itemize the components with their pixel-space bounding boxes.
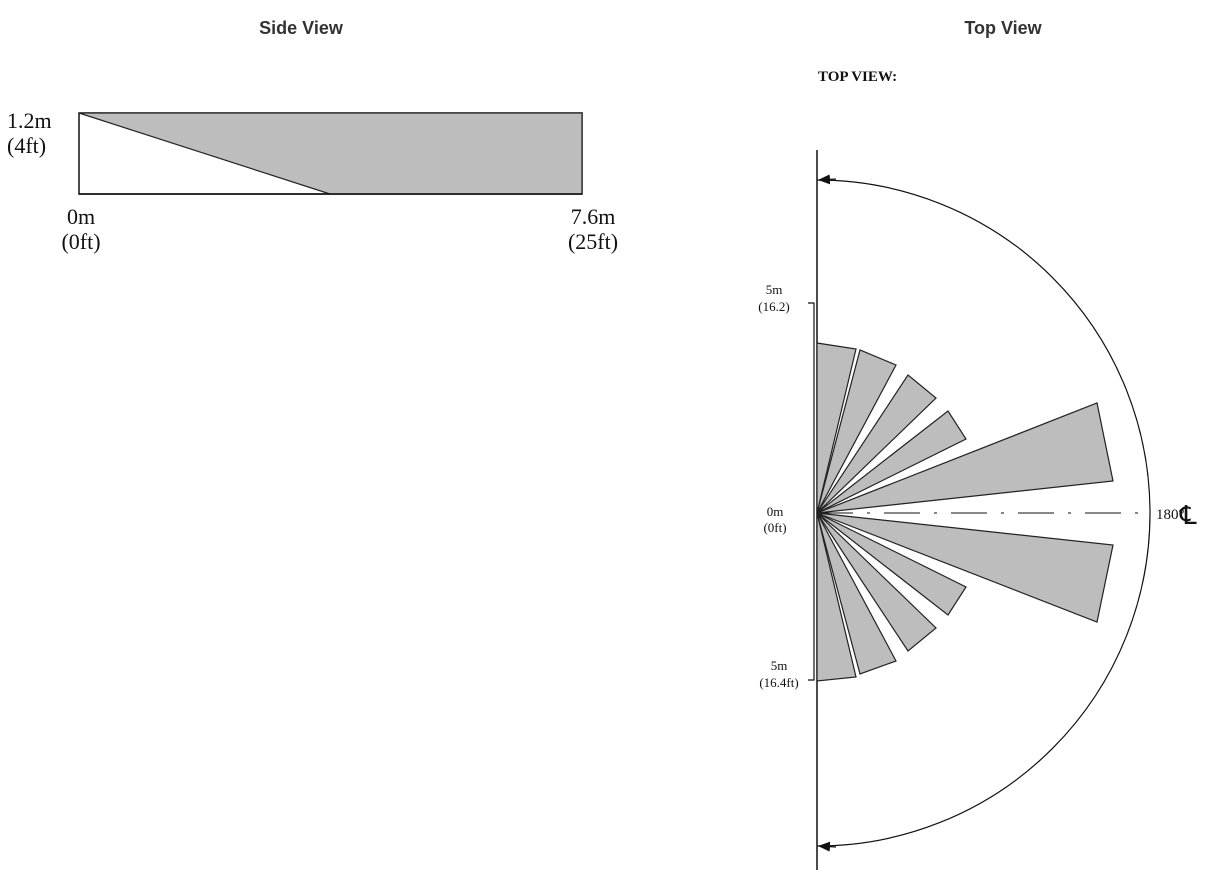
side-view-height-label: 1.2m xyxy=(7,108,52,133)
top-view-range-bracket xyxy=(808,302,815,681)
top-view-lower-range-label-ft: (16.4ft) xyxy=(759,675,798,690)
side-view-start-label: 0m xyxy=(67,204,95,229)
top-view-zone xyxy=(816,512,967,616)
top-view-zone xyxy=(816,512,1114,623)
top-view-diagram xyxy=(808,150,1151,870)
top-view-caption: TOP VIEW: xyxy=(818,69,897,85)
top-view-zone xyxy=(816,342,857,514)
top-view-zone xyxy=(816,349,897,514)
top-view-arc-arrow-lower xyxy=(818,841,837,852)
top-view-title: Top View xyxy=(964,18,1042,38)
top-view-upper-range-label-ft: (16.2) xyxy=(758,299,789,314)
top-view-arc-arrow-upper xyxy=(818,174,837,185)
side-view-height-label-ft: (4ft) xyxy=(7,133,46,158)
top-view-zone xyxy=(816,512,897,675)
top-view-zone xyxy=(816,410,967,514)
top-view-angle-label: 180° xyxy=(1156,507,1185,523)
side-view-start-label-ft: (0ft) xyxy=(61,229,100,254)
centerline-symbol: ℄ xyxy=(1179,501,1197,530)
side-view-diagram xyxy=(78,112,583,195)
top-view-zone xyxy=(816,512,857,682)
top-view-zone xyxy=(816,402,1114,514)
top-view-origin-label: 0m xyxy=(767,504,784,519)
side-view-end-label: 7.6m xyxy=(571,204,616,229)
top-view-upper-range-label: 5m xyxy=(766,282,783,297)
side-view-title: Side View xyxy=(259,18,344,38)
top-view-zone xyxy=(816,512,937,652)
top-view-coverage-arc xyxy=(816,179,1151,847)
side-view-end-label-ft: (25ft) xyxy=(568,229,618,254)
top-view-zone xyxy=(816,374,937,514)
top-view-lower-range-label: 5m xyxy=(771,658,788,673)
top-view-origin-label-ft: (0ft) xyxy=(763,520,786,535)
